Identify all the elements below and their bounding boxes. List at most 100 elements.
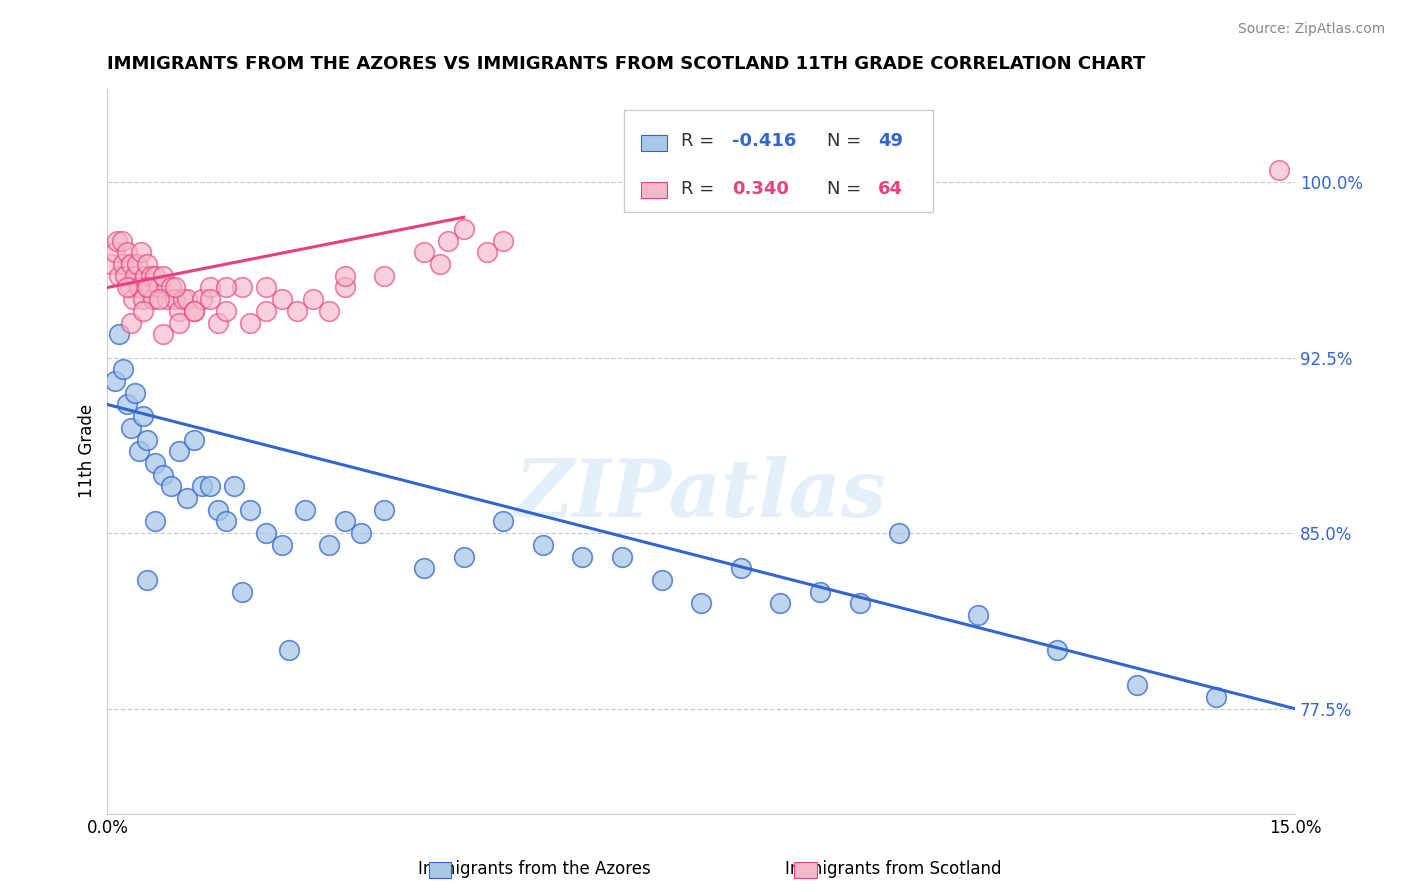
Point [183,304,205,318]
Point [152,467,174,482]
Point [200,479,222,493]
Point [124,268,146,283]
Point [254,526,277,541]
Point [429,257,451,271]
Point [333,268,356,283]
Point [215,304,238,318]
Point [492,234,515,248]
Text: R =: R = [681,179,720,197]
Point [167,444,190,458]
Text: N =: N = [827,179,868,197]
Point [302,292,325,306]
Point [207,316,229,330]
Text: IMMIGRANTS FROM THE AZORES VS IMMIGRANTS FROM SCOTLAND 11TH GRADE CORRELATION CH: IMMIGRANTS FROM THE AZORES VS IMMIGRANTS… [107,55,1146,73]
Point [215,280,238,294]
Point [239,316,262,330]
Point [128,444,150,458]
Point [222,479,245,493]
Point [651,573,673,587]
Point [453,549,475,564]
FancyBboxPatch shape [641,182,666,198]
Point [132,292,155,306]
Point [121,292,143,306]
Point [215,515,238,529]
Point [104,245,127,260]
Point [531,538,554,552]
Point [848,596,870,610]
Point [120,421,142,435]
Point [136,280,159,294]
Point [413,245,436,260]
Point [115,397,138,411]
Point [167,316,190,330]
Point [808,584,831,599]
Text: 64: 64 [879,179,903,197]
Point [108,268,131,283]
Point [111,234,134,248]
Point [118,280,141,294]
Point [967,608,990,623]
Point [191,479,214,493]
Point [176,292,198,306]
Point [278,643,301,657]
Text: N =: N = [827,132,868,151]
Point [1205,690,1227,704]
Point [318,304,340,318]
Point [287,304,309,318]
Text: Source: ZipAtlas.com: Source: ZipAtlas.com [1237,22,1385,37]
Point [142,292,165,306]
Point [571,549,593,564]
Point [128,280,150,294]
Point [889,526,911,541]
Point [200,280,222,294]
Point [152,327,174,342]
Point [105,234,128,248]
Point [148,292,170,306]
Point [120,316,142,330]
Point [163,292,186,306]
Point [207,503,229,517]
Point [350,526,373,541]
Point [124,385,146,400]
Text: -0.416: -0.416 [733,132,796,151]
FancyBboxPatch shape [624,111,932,212]
Point [112,362,135,376]
Point [139,268,162,283]
Point [373,503,395,517]
Point [159,280,181,294]
Point [1268,163,1291,178]
Text: 0.340: 0.340 [733,179,789,197]
Point [108,327,131,342]
Point [134,268,156,283]
Point [114,268,136,283]
Point [156,292,179,306]
Point [127,257,149,271]
Point [477,245,499,260]
Point [115,280,138,294]
Point [183,433,205,447]
Point [239,503,262,517]
Point [148,280,170,294]
Point [132,409,155,424]
Point [254,304,277,318]
Text: ZIPatlas: ZIPatlas [515,456,887,533]
Point [176,491,198,505]
Point [373,268,395,283]
Point [231,584,253,599]
Point [413,561,436,575]
Point [172,292,194,306]
Point [112,257,135,271]
Point [769,596,792,610]
Point [333,280,356,294]
Point [143,515,166,529]
Text: Immigrants from Scotland: Immigrants from Scotland [785,860,1001,878]
Point [152,268,174,283]
Point [100,257,122,271]
Point [254,280,277,294]
Point [231,280,253,294]
Point [1125,678,1147,692]
Point [690,596,713,610]
Point [159,479,181,493]
Point [492,515,515,529]
Point [333,515,356,529]
